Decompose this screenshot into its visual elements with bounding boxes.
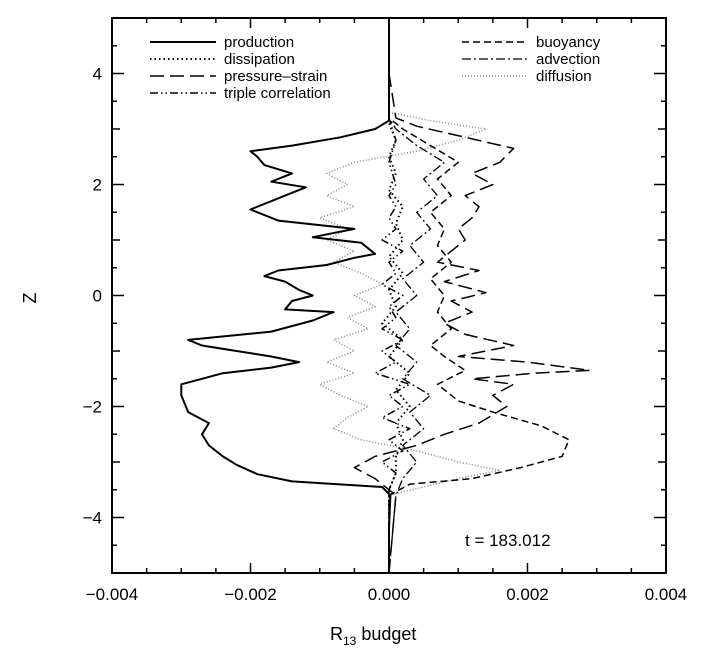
legend-label-production: production [224,34,294,51]
axis-ticks [111,17,667,574]
series-line-dissipation [381,18,411,573]
series-line-advection [388,18,446,573]
x-axis-title-rest: budget [356,624,416,644]
legend-label-diffusion: diffusion [536,68,592,85]
legend-label-buoyancy: buoyancy [536,34,601,51]
y-tick-label: 2 [93,176,102,195]
x-tick-label: 0.004 [645,585,688,604]
y-tick-label: 4 [93,65,102,84]
legend-label-pressure-strain: pressure–strain [224,68,327,85]
x-tick-label: −0.002 [224,585,276,604]
x-tick-label: −0.004 [86,585,138,604]
series-line-triple-correlation [374,18,411,573]
legend-label-dissipation: dissipation [224,51,295,68]
y-axis-title: Z [20,293,40,304]
legend-label-advection: advection [536,51,600,68]
x-axis-title-main: R [330,624,343,644]
series-line-production [180,18,392,573]
series-layer [180,18,591,573]
series-line-pressure-strain [353,18,591,573]
time-annotation: t = 183.012 [465,531,551,550]
y-tick-label: 0 [93,287,102,306]
legend-label-triple-correlation: triple correlation [224,85,331,102]
legend: productiondissipationpressure–straintrip… [150,34,601,102]
x-tick-label: 0.002 [506,585,549,604]
series-line-buoyancy [388,18,570,573]
x-axis-title-subscript: 13 [343,634,357,648]
y-tick-label: −2 [83,398,102,417]
x-tick-label: 0.000 [368,585,411,604]
y-tick-label: −4 [83,509,102,528]
series-line-diffusion [319,18,501,573]
x-axis-title: R13 budget [330,624,416,648]
axis-tick-labels: −0.004 −0.002 0.000 0.002 0.004 −4 −2 0 2 4 [83,65,688,605]
